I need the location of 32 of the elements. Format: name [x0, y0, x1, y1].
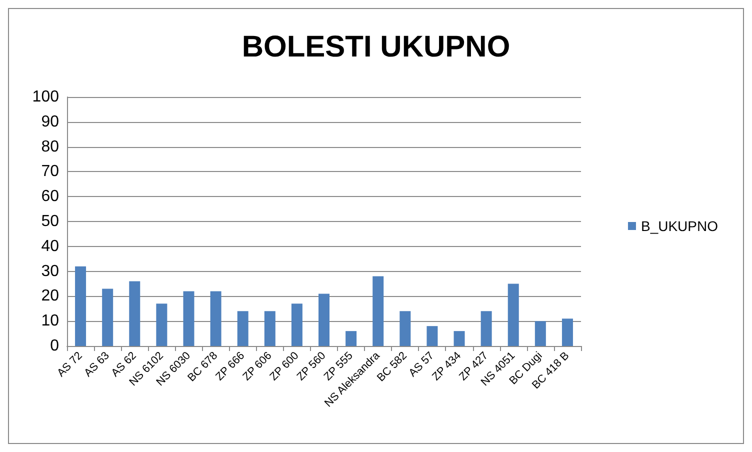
- bar: [318, 294, 330, 346]
- bar: [562, 318, 573, 346]
- bar: [534, 321, 546, 346]
- bar: [129, 281, 140, 346]
- bar: [291, 304, 302, 346]
- y-tick-label: 10: [41, 312, 60, 330]
- bar: [372, 276, 384, 346]
- y-tick-label: 90: [41, 113, 60, 130]
- bar: [264, 311, 276, 346]
- bar: [426, 326, 438, 346]
- bar: [210, 291, 222, 346]
- y-tick-label: 80: [41, 138, 60, 156]
- bar: [454, 331, 465, 346]
- y-tick-label: 70: [41, 163, 60, 180]
- bar: [480, 311, 492, 346]
- bar: [237, 311, 248, 346]
- y-tick-label: 100: [32, 88, 60, 106]
- chart-title: BOLESTI UKUPNO: [242, 30, 510, 64]
- bar: [400, 311, 411, 346]
- y-tick-label: 60: [41, 188, 60, 206]
- bar: [508, 284, 519, 346]
- bar: [183, 291, 194, 346]
- bar: [102, 288, 114, 346]
- y-tick-label: 20: [41, 288, 60, 305]
- bar: [156, 304, 168, 346]
- legend-label: B_UKUPNO: [640, 218, 718, 234]
- y-tick-label: 50: [41, 213, 60, 230]
- y-tick-label: 40: [41, 238, 60, 255]
- bar: [75, 266, 86, 346]
- y-tick-label: 30: [41, 262, 60, 280]
- bar: [346, 331, 357, 346]
- x-tick-label: AS 63: [82, 350, 112, 380]
